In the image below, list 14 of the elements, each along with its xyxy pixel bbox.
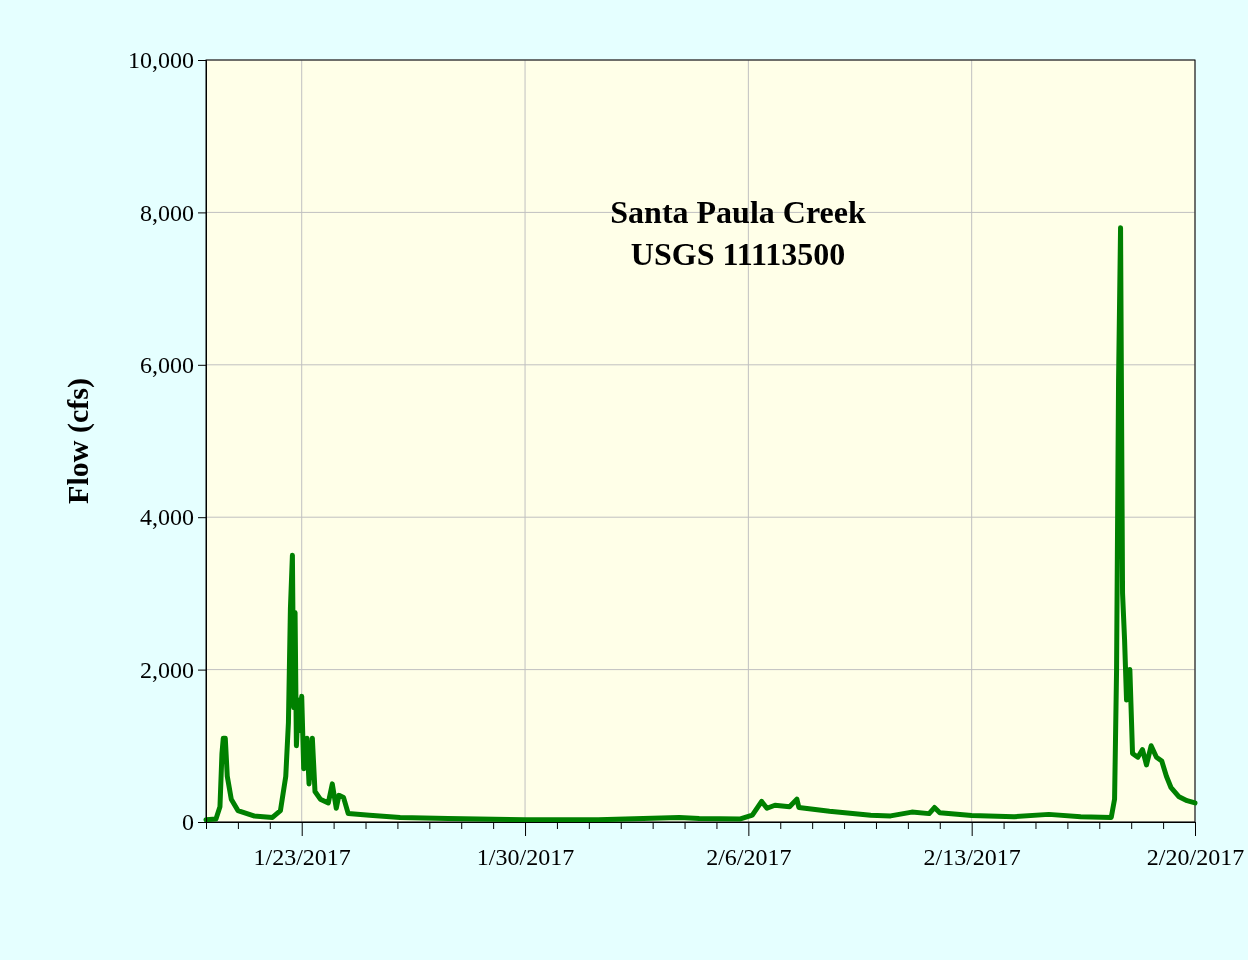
x-tick-label: 1/30/2017 bbox=[476, 844, 575, 871]
y-tick-label: 8,000 bbox=[140, 199, 194, 226]
text: Santa Paula Creek bbox=[610, 194, 866, 230]
x-tick-label: 2/13/2017 bbox=[923, 844, 1021, 871]
x-tick-label: 1/23/2017 bbox=[253, 844, 351, 871]
y-tick-label: 4,000 bbox=[140, 504, 194, 531]
y-tick-label: 10,000 bbox=[128, 47, 194, 74]
y-tick-label: 0 bbox=[182, 809, 194, 836]
y-tick-label: 2,000 bbox=[140, 656, 194, 683]
x-tick-label: 2/20/2017 bbox=[1146, 844, 1245, 871]
y-tick-label: 6,000 bbox=[140, 351, 194, 378]
x-tick-label: 2/6/2017 bbox=[706, 844, 792, 871]
text: USGS 11113500 bbox=[630, 236, 846, 272]
y-axis-title: Flow (cfs) bbox=[61, 378, 95, 504]
